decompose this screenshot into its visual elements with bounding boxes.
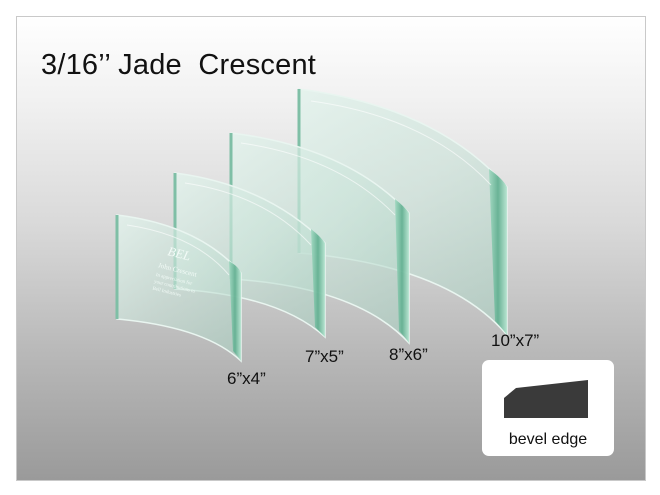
size-label-6x4: 6”x4” [227,369,266,388]
size-label-7x5: 7”x5” [305,347,344,366]
size-label-8x6: 8”x6” [389,345,428,364]
bevel-edge-label: bevel edge [508,431,588,448]
engraving-logo: BEL [166,243,192,263]
size-label-10x7: 10”x7” [491,331,540,350]
bevel-profile-icon [504,380,588,418]
product-title: 3/16’’ Jade Crescent [41,49,317,81]
plaque-illustration: BEL John Crescent In appreciation for yo… [115,88,508,363]
bevel-edge-inset: bevel edge [482,360,614,456]
plaque-6x4: BEL John Crescent In appreciation for yo… [115,214,242,363]
engraving-line: Bell Industries [152,287,182,299]
product-image: 3/16’’ Jade Crescent [16,16,646,481]
